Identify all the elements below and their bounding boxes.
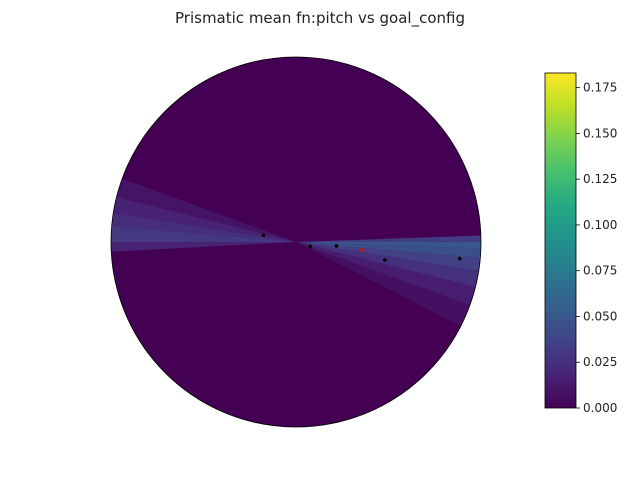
heatmap-sector — [296, 242, 474, 328]
heatmap-sector — [296, 242, 481, 249]
heatmap-sector — [296, 242, 480, 307]
colorbar-tick-label: 0.100 — [583, 218, 617, 232]
colorbar-tick-label: 0.075 — [583, 264, 617, 278]
heatmap-sectors — [111, 177, 481, 328]
heatmap-sector — [296, 242, 481, 259]
polar-disk-outline — [110, 56, 482, 428]
data-point — [308, 244, 312, 249]
colorbar-tick-label: 0.025 — [583, 355, 617, 369]
colorbar-strip — [544, 72, 577, 409]
heatmap-sector — [296, 235, 481, 242]
colorbar-ticks: 0.000 0.025 0.050 0.075 0.100 0.125 0.150 0.175 — [576, 81, 617, 415]
heatmap-sector — [111, 242, 296, 252]
data-points — [261, 233, 462, 262]
heatmap-sector — [111, 196, 296, 242]
colorbar: 0.000 0.025 0.050 0.075 0.100 0.125 0.150 0.175 — [544, 72, 617, 415]
colorbar-tick-label: 0.150 — [583, 126, 617, 140]
data-point — [383, 258, 387, 262]
data-point — [458, 256, 462, 261]
heatmap-sector — [296, 242, 481, 272]
polar-plot-area — [110, 56, 482, 428]
chart-title: Prismatic mean fn:pitch vs goal_config — [175, 9, 465, 28]
heatmap-sector — [112, 177, 296, 242]
colorbar-tick-label: 0.175 — [583, 81, 617, 95]
colorbar-tick-label: 0.000 — [583, 401, 617, 415]
colorbar-tick-label: 0.050 — [583, 309, 617, 323]
colorbar-tick-label: 0.125 — [583, 172, 617, 186]
data-point — [261, 233, 266, 238]
data-point — [334, 244, 339, 248]
goal-point — [360, 248, 364, 252]
heatmap-sector — [296, 242, 481, 288]
heatmap-sector — [111, 212, 296, 242]
heatmap-sector — [111, 225, 296, 242]
